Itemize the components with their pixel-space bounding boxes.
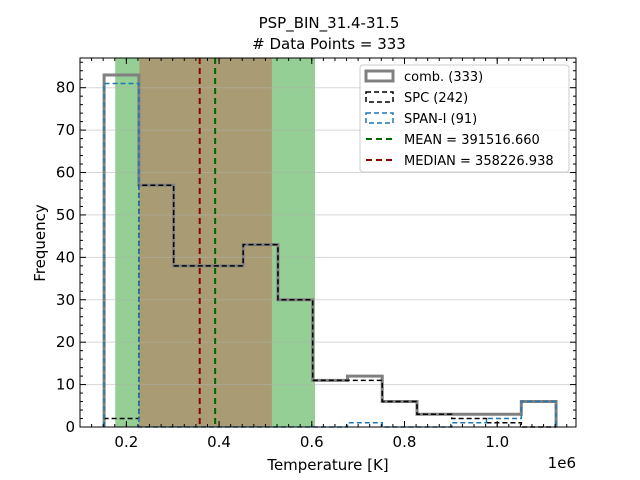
y-tick-label: 50 xyxy=(56,206,75,224)
x-axis-label: Temperature [K] xyxy=(266,456,388,474)
legend-label: SPAN-I (91) xyxy=(404,112,477,127)
x-tick-label: 1.0 xyxy=(485,433,509,451)
chart-title-line-2: # Data Points = 333 xyxy=(252,35,406,53)
legend-label: MEDIAN = 358226.938 xyxy=(404,154,554,169)
plot-frame xyxy=(79,57,577,428)
axis-ticks: 0.2 0.4 0.6 0.8 1.0 0 10 20 30 40 50 60 70 80 xyxy=(56,58,576,451)
legend-swatch xyxy=(365,112,394,124)
y-tick-label: 10 xyxy=(56,376,75,394)
legend-swatch xyxy=(365,91,394,103)
legend-label: comb. (333) xyxy=(404,70,483,85)
y-tick-label: 60 xyxy=(56,164,75,182)
histogram-series-1 xyxy=(103,184,557,428)
y-tick-label: 0 xyxy=(65,418,75,436)
shaded-band-1 xyxy=(139,58,272,427)
x-axis-offset-label: 1e6 xyxy=(548,454,576,472)
legend-box xyxy=(359,64,570,173)
legend-label: SPC (242) xyxy=(404,91,468,106)
x-tick-label: 0.4 xyxy=(207,433,231,451)
histogram-series-0 xyxy=(102,73,558,427)
y-tick-label: 70 xyxy=(56,121,75,139)
vertical-lines xyxy=(198,58,217,427)
y-axis-label: Frequency xyxy=(31,204,49,282)
chart-title-line-1: PSP_BIN_31.4-31.5 xyxy=(259,14,400,33)
y-tick-label: 40 xyxy=(56,248,75,266)
legend: comb. (333) SPC (242) SPAN-I (91) MEAN = 39… xyxy=(359,64,570,173)
y-tick-label: 30 xyxy=(56,291,75,309)
x-tick-label: 0.2 xyxy=(114,433,138,451)
y-tick-label: 20 xyxy=(56,333,75,351)
chart-title: PSP_BIN_31.4-31.5 # Data Points = 333 xyxy=(252,14,406,53)
x-tick-label: 0.8 xyxy=(393,433,417,451)
legend-label: MEAN = 391516.660 xyxy=(404,133,540,148)
x-tick-label: 0.6 xyxy=(300,433,324,451)
y-tick-label: 80 xyxy=(56,79,75,97)
legend-swatch xyxy=(364,69,395,83)
